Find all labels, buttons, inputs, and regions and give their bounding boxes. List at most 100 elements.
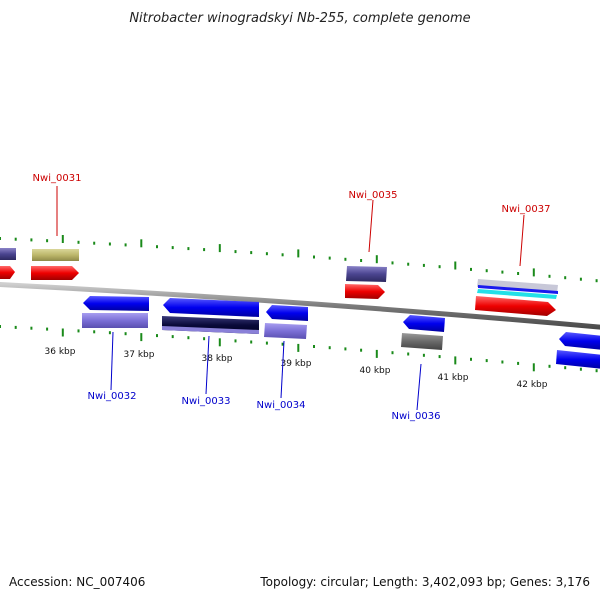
gene-Nwi_0037-feature-cyan[interactable] (477, 289, 557, 299)
top-row-minor-tick (344, 257, 347, 261)
bottom-row-minor-tick (250, 340, 253, 344)
top-row-minor-tick (77, 240, 80, 244)
top-row-minor-tick (501, 270, 504, 274)
top-row-major-tick (375, 255, 378, 264)
bottom-row-minor-tick (93, 330, 96, 334)
accession-text: Accession: NC_007406 (9, 575, 145, 589)
genome-backbone (0, 282, 600, 330)
leader-Nwi_0032 (110, 331, 114, 391)
bottom-row-minor-tick (564, 366, 567, 370)
gene-Nwi_0031-feature[interactable] (32, 249, 79, 261)
bottom-tick-row (0, 325, 598, 373)
bottom-row-minor-tick (391, 351, 394, 355)
gene-label-Nwi_0036[interactable]: Nwi_0036 (392, 411, 441, 422)
gene-Nwi_0033-cds[interactable] (163, 298, 259, 317)
top-row-minor-tick (438, 265, 441, 269)
gene-label-Nwi_0034[interactable]: Nwi_0034 (257, 400, 306, 411)
genome-summary-text: Topology: circular; Length: 3,402,093 bp… (259, 575, 590, 589)
gene-label-Nwi_0032[interactable]: Nwi_0032 (88, 391, 137, 402)
top-row-minor-tick (14, 237, 17, 241)
top-row-minor-tick (108, 242, 111, 246)
scale-label-37kbp: 37 kbp (124, 350, 155, 360)
top-row-minor-tick (579, 277, 582, 281)
leader-Nwi_0037 (519, 214, 525, 267)
bottom-row-minor-tick (485, 359, 488, 363)
scale-label-40kbp: 40 kbp (360, 366, 391, 376)
top-row-minor-tick (30, 238, 33, 242)
top-row-minor-tick (360, 259, 363, 262)
top-row-minor-tick (391, 261, 394, 265)
bottom-row-minor-tick (108, 331, 111, 335)
scale-labels: 36 kbp 37 kbp 38 kbp 39 kbp 40 kbp 41 kb… (45, 347, 548, 390)
bottom-row-major-tick (375, 349, 378, 358)
gene-Nwi_0034-cds[interactable] (266, 305, 308, 321)
top-row-minor-tick (0, 237, 1, 240)
bottom-row-minor-tick (281, 342, 284, 346)
top-row-minor-tick (124, 243, 127, 247)
bottom-row-minor-tick (77, 329, 80, 333)
bottom-row-major-tick (140, 333, 143, 342)
bottom-row-minor-tick (234, 339, 237, 343)
gene-label-Nwi_0035[interactable]: Nwi_0035 (349, 190, 398, 201)
top-row-minor-tick (93, 241, 96, 245)
gene-Nwi_0037-feature-blue[interactable] (478, 285, 558, 294)
gene-partial-right-feature[interactable] (556, 350, 600, 369)
bottom-row-major-tick (454, 356, 457, 365)
bottom-row-minor-tick (265, 341, 268, 345)
bottom-row-minor-tick (328, 346, 331, 350)
top-row-minor-tick (187, 247, 190, 251)
top-row-minor-tick (46, 239, 49, 243)
genome-title: Nitrobacter winogradskyi Nb-255, complet… (129, 11, 470, 26)
scale-label-36kbp: 36 kbp (45, 347, 76, 357)
gene-Nwi_0037-cds[interactable] (475, 296, 556, 316)
gene-Nwi_0031-cds[interactable] (31, 266, 79, 280)
bottom-row-minor-tick (187, 336, 190, 340)
scale-label-42kbp: 42 kbp (517, 380, 548, 390)
top-row-minor-tick (422, 263, 425, 267)
gene-partial-left-cds[interactable] (0, 266, 15, 279)
bottom-row-major-tick (218, 338, 221, 347)
top-row-minor-tick (313, 255, 315, 259)
forward-strand-features (0, 248, 558, 316)
bottom-row-minor-tick (203, 337, 206, 341)
bottom-row-minor-tick (14, 325, 17, 329)
gene-label-Nwi_0033[interactable]: Nwi_0033 (182, 396, 231, 407)
gene-Nwi_0034-feature[interactable] (264, 323, 307, 339)
gene-Nwi_0035-feature[interactable] (346, 266, 387, 282)
gene-Nwi_0032-cds[interactable] (83, 296, 149, 311)
bottom-row-minor-tick (517, 361, 520, 365)
gene-label-Nwi_0037[interactable]: Nwi_0037 (502, 204, 551, 215)
gene-Nwi_0035-cds[interactable] (345, 284, 385, 299)
gene-Nwi_0032-feature[interactable] (82, 313, 148, 328)
bottom-row-minor-tick (579, 367, 582, 371)
scale-label-38kbp: 38 kbp (202, 354, 233, 364)
top-row-minor-tick (281, 253, 284, 257)
top-row-minor-tick (470, 267, 472, 271)
gene-partial-right-cds[interactable] (559, 332, 600, 350)
bottom-row-minor-tick (156, 334, 158, 338)
gene-Nwi_0036-cds[interactable] (403, 315, 445, 332)
top-row-major-tick (454, 261, 457, 270)
bottom-row-minor-tick (438, 355, 441, 359)
leader-Nwi_0034 (280, 340, 285, 399)
bottom-row-minor-tick (30, 326, 33, 330)
top-row-minor-tick (595, 279, 598, 283)
top-row-major-tick (297, 249, 300, 258)
top-row-major-tick (140, 239, 143, 248)
gene-Nwi_0033-feature-band[interactable] (162, 326, 259, 334)
reverse-gene-labels: Nwi_0032 Nwi_0033 Nwi_0034 Nwi_0036 (88, 331, 441, 422)
gene-label-Nwi_0031[interactable]: Nwi_0031 (33, 173, 82, 184)
top-row-minor-tick (328, 256, 331, 260)
gene-Nwi_0036-feature[interactable] (401, 333, 443, 350)
gene-partial-left-top[interactable] (0, 248, 16, 260)
scale-label-39kbp: 39 kbp (281, 359, 312, 369)
top-row-major-tick (218, 244, 221, 253)
bottom-row-minor-tick (171, 335, 174, 339)
top-row-minor-tick (171, 246, 174, 250)
top-row-minor-tick (250, 251, 253, 255)
bottom-row-minor-tick (46, 327, 49, 331)
scale-label-41kbp: 41 kbp (438, 373, 469, 383)
reverse-strand-features (82, 296, 600, 369)
top-row-minor-tick (265, 252, 268, 256)
